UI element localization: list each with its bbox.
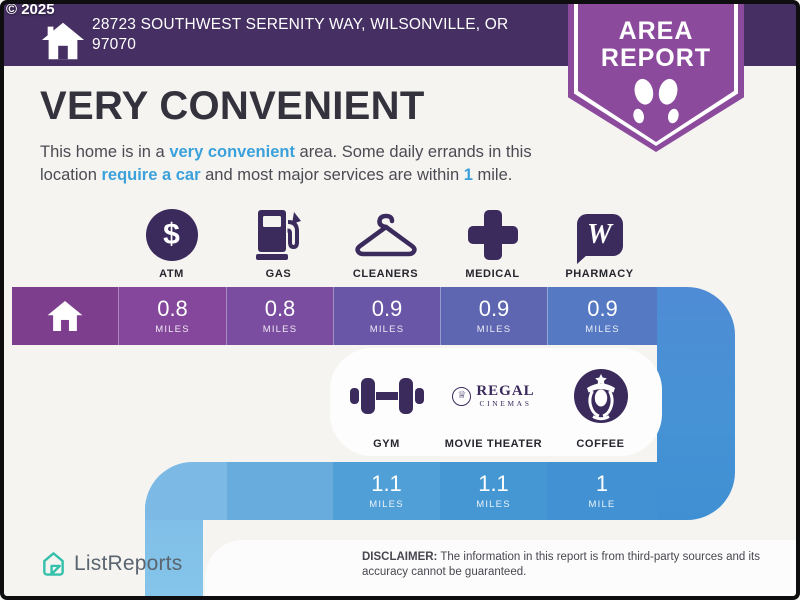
service-label: PHARMACY [565, 268, 634, 280]
home-icon [40, 20, 86, 67]
summary-line-2: location require a car and most major se… [40, 165, 513, 184]
service-column-medical: MEDICAL [439, 205, 546, 280]
regal-cinemas-logo: ♕ REGAL CINEMAS [452, 384, 534, 408]
distance-cell-atm: 0.8 MILES [118, 287, 226, 345]
highlight-very-convenient: very convenient [169, 143, 295, 161]
listreports-logo: ListReports [40, 550, 182, 577]
listreports-icon [43, 552, 64, 576]
page-title: VERY CONVENIENT [40, 84, 425, 128]
area-report-badge: AREA REPORT [568, 4, 744, 152]
distance-bar-row2: 1.1 MILES 1.1 MILES 1 MILE [145, 462, 657, 520]
footprints-icon [633, 78, 679, 124]
filler-cell [227, 462, 333, 520]
distance-cell-pharmacy: 0.9 MILES [547, 287, 657, 345]
address-line-1: 28723 SOUTHWEST SERENITY WAY, WILSONVILL… [92, 16, 509, 33]
distance-cell-gas: 0.8 MILES [226, 287, 333, 345]
distance-cell-movie-theater: 1.1 MILES [440, 462, 547, 520]
badge-line-1: AREA [618, 17, 694, 45]
copyright-text: © 2025 [6, 1, 55, 18]
gym-dumbbell-icon [349, 378, 424, 414]
home-icon-small [47, 300, 83, 332]
amenities-card: GYM ♕ REGAL CINEMAS MOVIE THEATER [330, 348, 662, 456]
service-label: COFFEE [576, 438, 625, 450]
distance-cell-coffee: 1 MILE [547, 462, 657, 520]
distance-bar-row1: 0.8 MILES 0.8 MILES 0.9 MILES 0.9 MILES 0.9 M… [12, 287, 657, 345]
address-line-2: 97070 [92, 36, 137, 54]
gas-pump-icon [255, 209, 301, 260]
starbucks-icon [573, 369, 628, 423]
service-column-gas: GAS [225, 205, 332, 280]
atm-icon: $ [145, 208, 198, 261]
distance-cell-medical: 0.9 MILES [440, 287, 547, 345]
distance-cell-cleaners: 0.9 MILES [333, 287, 440, 345]
service-label: ATM [159, 268, 184, 280]
home-cell [12, 287, 118, 345]
disclaimer-text: DISCLAIMER: The information in this repo… [362, 551, 760, 579]
disclaimer-label: DISCLAIMER: [362, 551, 438, 563]
ribbon-right-bend [657, 287, 735, 520]
regal-crown-icon: ♕ [452, 386, 472, 406]
service-label: MEDICAL [465, 268, 520, 280]
service-column-pharmacy: W PHARMACY [546, 205, 653, 280]
service-column-cleaners: CLEANERS [332, 205, 439, 280]
service-column-atm: $ ATM [118, 205, 225, 280]
summary-line-1: This home is in a very convenient area. … [40, 143, 532, 161]
listreports-wordmark: ListReports [74, 551, 183, 575]
service-label: CLEANERS [352, 268, 419, 280]
property-address: 28723 SOUTHWEST SERENITY WAY, WILSONVILL… [92, 15, 572, 55]
walgreens-icon: W [576, 213, 623, 265]
medical-cross-icon [467, 209, 518, 260]
service-label: GYM [373, 438, 400, 450]
service-label: GAS [265, 268, 292, 280]
service-label: MOVIE THEATER [444, 438, 543, 450]
service-column-coffee: COFFEE [547, 358, 654, 450]
summary-text: This home is in a very convenient area. … [40, 141, 600, 187]
highlight-one: 1 [463, 165, 473, 184]
disclaimer-card: DISCLAIMER: The information in this repo… [205, 540, 796, 596]
badge-line-2: REPORT [600, 44, 712, 72]
highlight-require-a-car: require a car [101, 165, 201, 184]
service-column-gym: GYM [333, 358, 440, 450]
hanger-icon [354, 213, 417, 256]
service-column-movie-theater: ♕ REGAL CINEMAS MOVIE THEATER [440, 358, 547, 450]
distance-cell-gym: 1.1 MILES [333, 462, 440, 520]
